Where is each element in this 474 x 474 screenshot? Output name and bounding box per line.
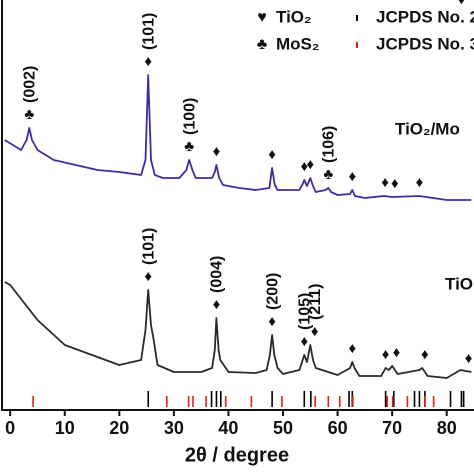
- peak-label: (211): [307, 284, 324, 320]
- peak-symbol: ♦: [311, 323, 319, 340]
- series-label: TiO₂/Mo: [395, 119, 460, 138]
- peak-symbol: ♦: [144, 268, 152, 285]
- peak-symbol: ♦: [348, 168, 356, 185]
- peak-symbol: ♦: [306, 156, 314, 173]
- peak-symbol: ♦: [300, 333, 308, 350]
- peak-symbol: ♣: [184, 138, 194, 155]
- peak-symbol: ♦: [213, 296, 221, 313]
- peak-label: (004): [209, 256, 226, 293]
- series-line: [4, 74, 472, 201]
- legend-symbol: ♥: [257, 9, 267, 26]
- x-tick-label: 40: [218, 418, 238, 438]
- peak-symbol: ♦: [348, 340, 356, 357]
- peak-label: (106): [321, 126, 338, 163]
- peak-label: (101): [140, 228, 157, 265]
- peak-label: (101): [140, 13, 157, 50]
- legend-label: JCPDS No. 37-14: [376, 34, 474, 53]
- legend-label: TiO₂: [276, 7, 312, 26]
- peak-symbol: ♦: [382, 346, 390, 363]
- peak-symbol: ♦: [421, 346, 429, 363]
- legend-symbol: ♣: [257, 36, 268, 53]
- peak-symbol: ♦: [300, 158, 308, 175]
- x-tick-label: 20: [109, 418, 129, 438]
- peak-symbol: ♦: [381, 174, 389, 191]
- x-axis-label: 2θ / degree: [185, 444, 289, 466]
- x-tick-label: 0: [5, 418, 15, 438]
- x-tick-label: 80: [437, 418, 457, 438]
- peak-label: (200): [264, 273, 281, 310]
- peak-symbol: ♦: [213, 143, 221, 160]
- x-tick-label: 70: [382, 418, 402, 438]
- x-tick-label: 10: [55, 418, 75, 438]
- series-label: TiO: [445, 274, 473, 293]
- peak-symbol: ♦: [391, 175, 399, 192]
- peak-symbol: ♦: [268, 313, 276, 330]
- peak-symbol: ♣: [323, 166, 333, 183]
- x-tick-label: 30: [164, 418, 184, 438]
- peak-label: (100): [181, 98, 198, 135]
- peak-symbol: ♦: [268, 146, 276, 163]
- peak-symbol: ♦: [458, 0, 466, 8]
- legend-label: JCPDS No. 21-12: [376, 7, 474, 26]
- peak-label: (105): [297, 293, 314, 330]
- peak-symbol: ♦: [465, 350, 473, 367]
- series-line: [4, 281, 472, 379]
- peak-symbol: ♦: [416, 174, 424, 191]
- peak-symbol: ♣: [24, 106, 34, 123]
- x-tick-label: 60: [328, 418, 348, 438]
- peak-symbol: ♦: [393, 344, 401, 361]
- x-tick-label: 50: [273, 418, 293, 438]
- legend-label: MoS₂: [276, 34, 319, 53]
- peak-label: (002): [22, 66, 39, 103]
- peak-symbol: ♦: [144, 53, 152, 70]
